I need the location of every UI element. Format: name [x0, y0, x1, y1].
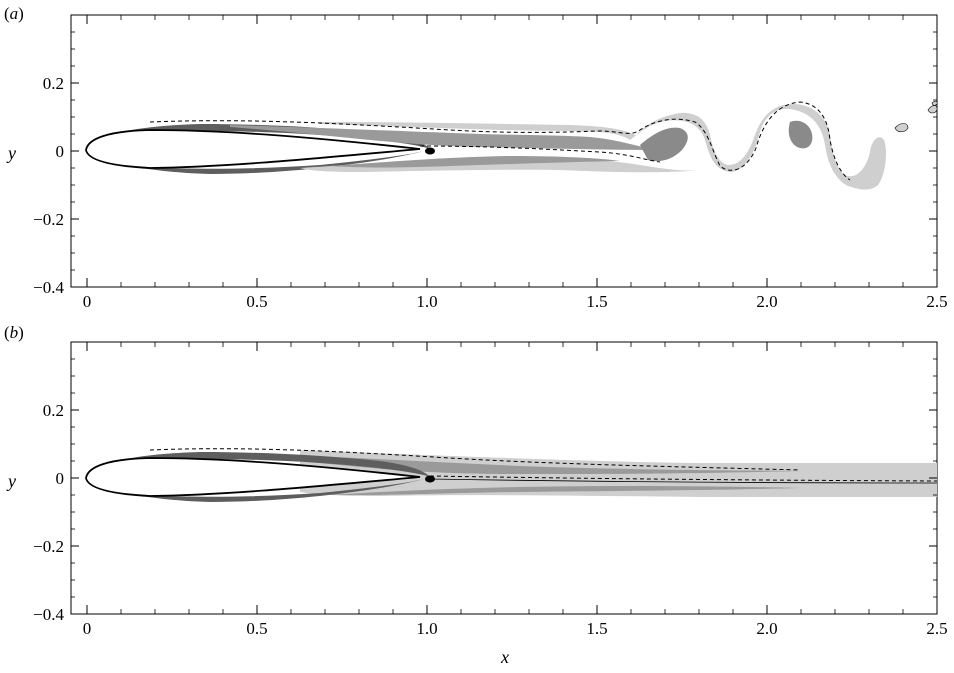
panel-b-x-axis: 0 0.5 1.0 1.5 2.0 2.5 x — [83, 342, 948, 667]
panel-a-dashed-contour-lower — [419, 145, 661, 163]
panel-a-y-tick-neg0.2: −0.2 — [33, 210, 64, 229]
panel-a: (a) — [4, 4, 948, 311]
panel-b-x-tick-2.0: 2.0 — [756, 619, 777, 638]
panel-b-x-tick-0: 0 — [83, 619, 92, 638]
panel-a-x-tick-0: 0 — [83, 292, 92, 311]
panel-a-airfoil — [85, 129, 421, 169]
panel-b-y-tick-0.2: 0.2 — [43, 401, 64, 420]
panel-b-x-tick-1.0: 1.0 — [416, 619, 437, 638]
panel-b-contours — [85, 448, 938, 502]
panel-b: (b) — [4, 323, 948, 667]
panel-a-x-tick-0.5: 0.5 — [246, 292, 267, 311]
panel-b-y-tick-neg0.4: −0.4 — [33, 605, 64, 624]
panel-b-x-tick-2.5: 2.5 — [926, 619, 947, 638]
panel-a-label: (a) — [4, 4, 24, 23]
panel-b-y-tick-neg0.2: −0.2 — [33, 537, 64, 556]
panel-b-trailing-edge-vortex — [425, 475, 435, 483]
panel-b-lower-wake-mid — [330, 486, 800, 496]
panel-a-y-tick-0: 0 — [56, 142, 65, 161]
panel-a-x-tick-1.5: 1.5 — [586, 292, 607, 311]
panel-a-island-2 — [927, 105, 938, 114]
panel-a-dashed-contour — [149, 101, 851, 181]
panel-a-y-tick-0.2: 0.2 — [43, 74, 64, 93]
panel-a-x-axis: 0 0.5 1.0 1.5 2.0 2.5 — [83, 15, 948, 311]
panel-b-y-tick-0: 0 — [56, 469, 65, 488]
panel-a-upper-wake-mid — [230, 125, 655, 150]
panel-b-dashed-contour-lower — [429, 475, 938, 482]
panel-a-x-tick-1.0: 1.0 — [416, 292, 437, 311]
panel-a-y-axis-label: y — [6, 143, 16, 163]
panel-a-x-tick-2.0: 2.0 — [756, 292, 777, 311]
panel-a-contours — [85, 100, 938, 190]
panel-a-wake-mid-core — [640, 127, 688, 162]
panel-b-x-tick-1.5: 1.5 — [586, 619, 607, 638]
panel-b-x-axis-label: x — [500, 647, 509, 667]
panel-b-label: (b) — [4, 323, 24, 342]
panel-a-y-tick-neg0.4: −0.4 — [33, 278, 64, 297]
panel-b-y-axis-label: y — [6, 471, 16, 491]
panel-b-dashed-contour-upper — [149, 448, 801, 471]
panel-a-lower-wake-mid — [330, 156, 620, 168]
panel-a-lower-dark-band — [88, 150, 428, 174]
panel-a-wake-mid-core-2 — [788, 120, 813, 149]
panel-a-trailing-edge-vortex — [425, 147, 435, 155]
panel-b-x-tick-0.5: 0.5 — [246, 619, 267, 638]
panel-a-x-tick-2.5: 2.5 — [926, 292, 947, 311]
panel-b-y-axis: 0.2 0 −0.2 −0.4 y — [6, 358, 937, 624]
panel-b-lower-dark-band — [88, 478, 428, 502]
panel-a-y-axis: 0.2 0 −0.2 −0.4 y — [6, 31, 937, 297]
panel-a-upper-wake-light — [320, 103, 886, 190]
panel-b-wake-line — [429, 478, 938, 484]
panel-a-island-3 — [931, 100, 938, 106]
panel-a-island-1 — [894, 123, 909, 133]
panel-b-airfoil — [85, 457, 421, 497]
